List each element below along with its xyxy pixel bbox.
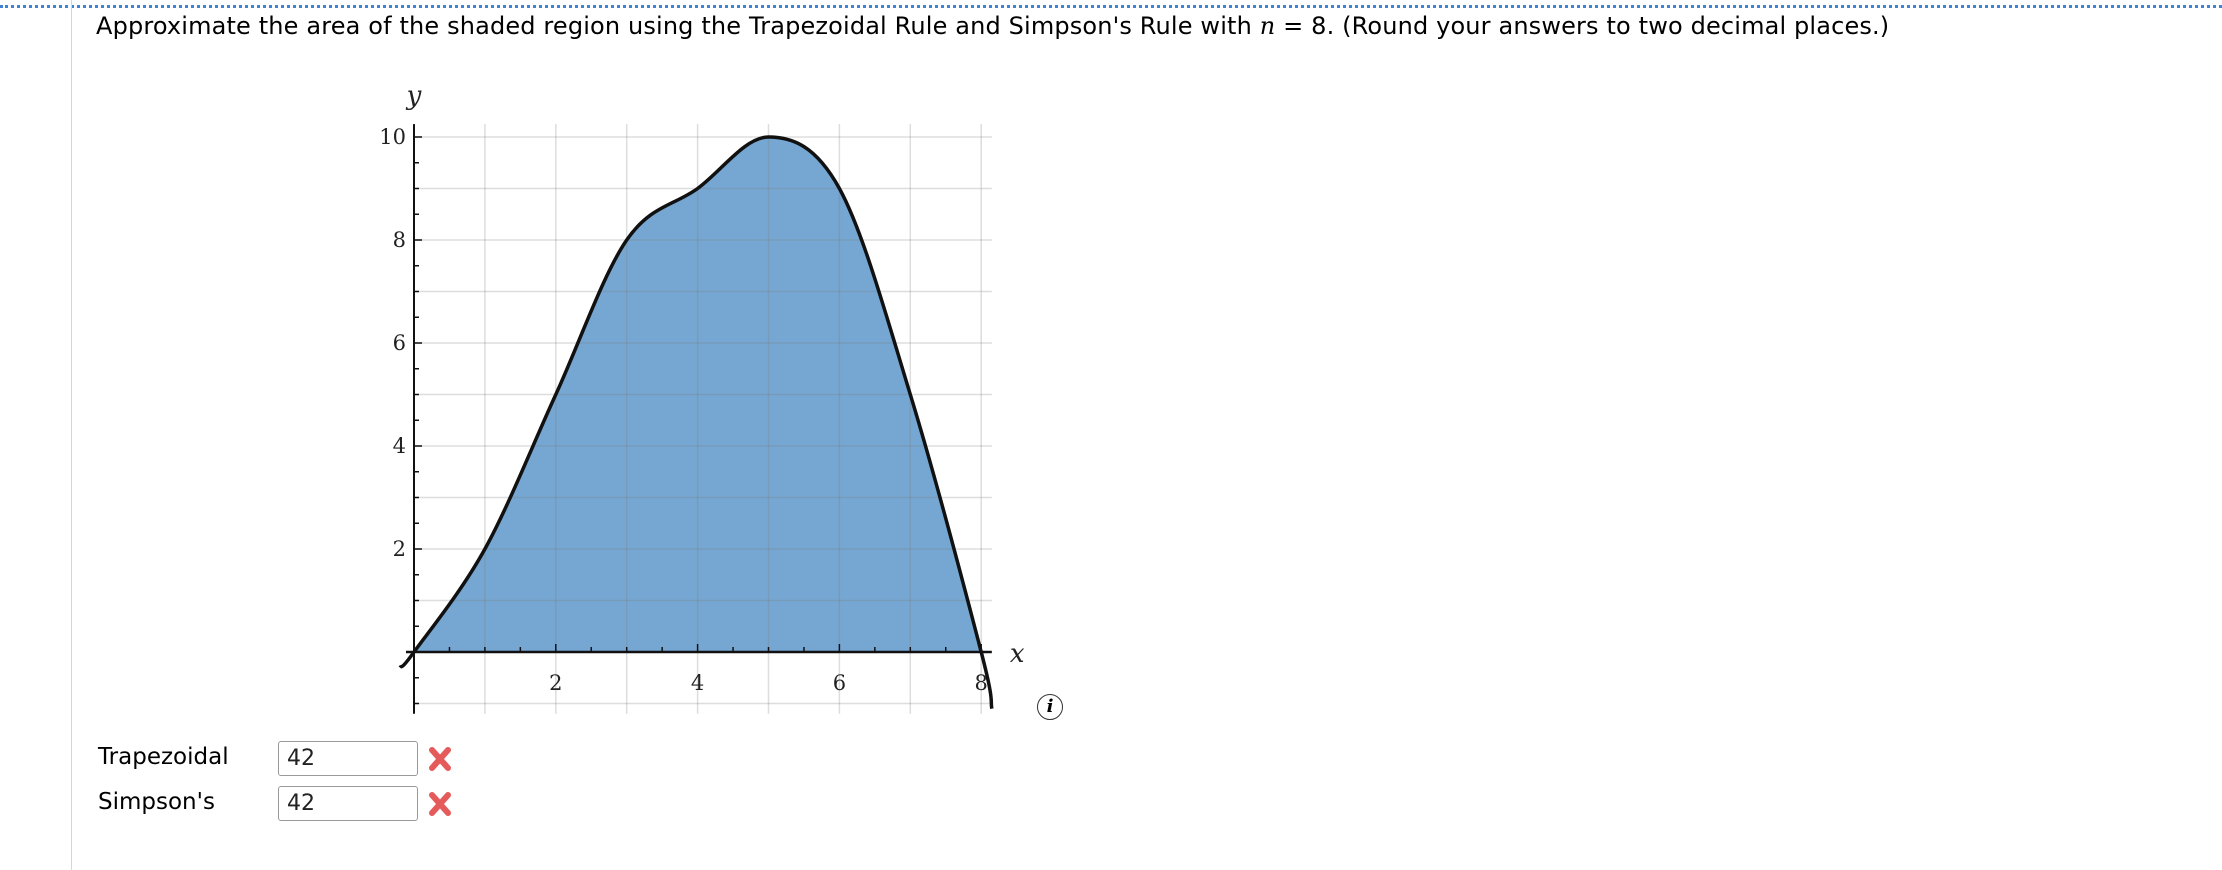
info-icon[interactable]: i: [1037, 694, 1063, 720]
trapezoidal-input[interactable]: [278, 741, 418, 776]
y-tick-label: 8: [393, 228, 406, 252]
x-tick-label: 4: [691, 671, 704, 695]
y-axis-label: y: [406, 81, 422, 111]
simpsons-label: Simpson's: [98, 789, 215, 815]
y-tick-label: 4: [393, 434, 406, 458]
left-rule: [71, 0, 72, 870]
trapezoidal-label: Trapezoidal: [98, 744, 229, 770]
y-tick-label: 2: [393, 537, 406, 561]
question-part: Approximate the area of the shaded regio…: [96, 12, 1260, 40]
question-part: = 8. (Round your answers to two decimal …: [1275, 12, 1890, 40]
function-curve: [398, 135, 994, 709]
x-tick-label: 2: [549, 671, 562, 695]
y-tick-label: 10: [379, 125, 406, 149]
shaded-region: [414, 137, 982, 652]
shaded-region-graph: 2 4 6 8 2 4 6 8 10 x y: [379, 81, 1025, 714]
question-variable: n: [1259, 12, 1276, 40]
x-axis-label: x: [1010, 639, 1025, 669]
question-text: Approximate the area of the shaded regio…: [96, 12, 1889, 40]
x-mark-icon: [429, 747, 451, 771]
y-tick-label: 6: [393, 331, 406, 355]
simpsons-input[interactable]: [278, 786, 418, 821]
x-mark-icon: [429, 792, 451, 816]
top-dotted-border: [0, 5, 2222, 8]
x-tick-label: 8: [975, 671, 988, 695]
x-tick-label: 6: [833, 671, 846, 695]
